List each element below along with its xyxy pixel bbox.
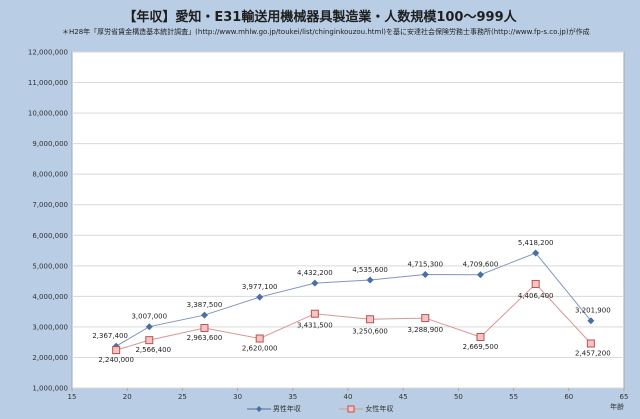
- female-data-label: 3,250,600: [352, 327, 388, 335]
- chart-subtitle: ＊H28年「厚労省賃金構造基本統計調査」(http://www.mhlw.go.…: [62, 28, 590, 36]
- y-tick-label: 5,000,000: [32, 262, 68, 270]
- male-point: [256, 293, 264, 301]
- female-data-label: 2,240,000: [98, 356, 134, 364]
- female-point: [531, 279, 540, 288]
- y-tick-label: 3,000,000: [32, 323, 68, 331]
- female-point: [476, 333, 485, 342]
- y-tick-label: 1,000,000: [32, 385, 68, 393]
- x-tick-label: 40: [344, 393, 353, 401]
- x-tick-label: 60: [564, 393, 573, 401]
- x-tick-label: 35: [288, 393, 297, 401]
- legend: 男性年収 女性年収: [0, 404, 640, 414]
- y-tick-label: 8,000,000: [32, 171, 68, 179]
- male-data-label: 5,418,200: [518, 239, 554, 247]
- male-data-label: 4,432,200: [297, 269, 333, 277]
- x-tick-label: 45: [399, 393, 408, 401]
- female-point: [145, 336, 154, 345]
- female-data-label: 2,566,400: [135, 346, 171, 354]
- female-point: [366, 315, 375, 324]
- y-tick-label: 11,000,000: [28, 79, 68, 87]
- female-point: [421, 314, 430, 323]
- male-point: [532, 249, 540, 257]
- male-point: [311, 279, 319, 287]
- male-data-label: 4,715,300: [407, 261, 443, 269]
- male-data-label: 2,367,400: [92, 332, 128, 340]
- male-data-label: 3,387,500: [187, 301, 223, 309]
- female-data-label: 4,406,400: [518, 292, 554, 300]
- legend-label-female: 女性年収: [365, 405, 394, 413]
- x-tick-label: 30: [233, 393, 242, 401]
- female-point: [310, 309, 319, 318]
- series-line-male: [115, 252, 592, 347]
- male-point: [145, 323, 153, 331]
- male-data-label: 3,007,000: [131, 313, 167, 321]
- y-tick-label: 4,000,000: [32, 293, 68, 301]
- male-point: [476, 271, 484, 279]
- x-axis-label: 年齢: [610, 403, 624, 411]
- chart-title: 【年収】愛知・E31輸送用機械器具製造業・人数規模100～999人: [123, 10, 517, 25]
- male-data-label: 3,977,100: [242, 283, 278, 291]
- y-tick-label: 10,000,000: [28, 110, 68, 118]
- plot-area: [71, 51, 625, 389]
- x-tick-label: 25: [178, 393, 187, 401]
- female-data-label: 2,620,000: [242, 345, 278, 353]
- female-data-label: 2,963,600: [187, 334, 223, 342]
- y-tick-label: 6,000,000: [32, 232, 68, 240]
- female-point: [200, 324, 209, 333]
- female-data-label: 3,288,900: [407, 326, 443, 334]
- female-point: [112, 346, 121, 355]
- legend-swatch-male: [246, 406, 271, 412]
- y-tick-label: 12,000,000: [28, 49, 68, 57]
- male-data-label: 4,535,600: [352, 266, 388, 274]
- female-point: [586, 339, 595, 348]
- legend-swatch-female: [339, 405, 364, 413]
- x-tick-label: 50: [454, 393, 463, 401]
- female-point: [255, 334, 264, 343]
- x-tick-label: 55: [509, 393, 518, 401]
- female-data-label: 2,669,500: [463, 343, 499, 351]
- y-tick-label: 9,000,000: [32, 140, 68, 148]
- male-point: [587, 317, 595, 325]
- y-tick-label: 2,000,000: [32, 354, 68, 362]
- female-data-label: 3,431,500: [297, 322, 333, 330]
- male-point: [200, 311, 208, 319]
- legend-item-male: 男性年収: [246, 404, 301, 414]
- x-tick-label: 65: [620, 393, 629, 401]
- x-tick-label: 15: [68, 393, 77, 401]
- male-data-label: 4,709,600: [463, 261, 499, 269]
- male-data-label: 3,201,900: [575, 307, 611, 315]
- legend-label-male: 男性年収: [272, 405, 301, 413]
- female-data-label: 2,457,200: [575, 349, 611, 357]
- legend-item-female: 女性年収: [339, 404, 393, 414]
- male-point: [366, 276, 374, 284]
- male-point: [421, 271, 429, 279]
- series-line-female: [116, 283, 592, 351]
- x-tick-label: 20: [123, 393, 132, 401]
- y-tick-label: 7,000,000: [32, 201, 68, 209]
